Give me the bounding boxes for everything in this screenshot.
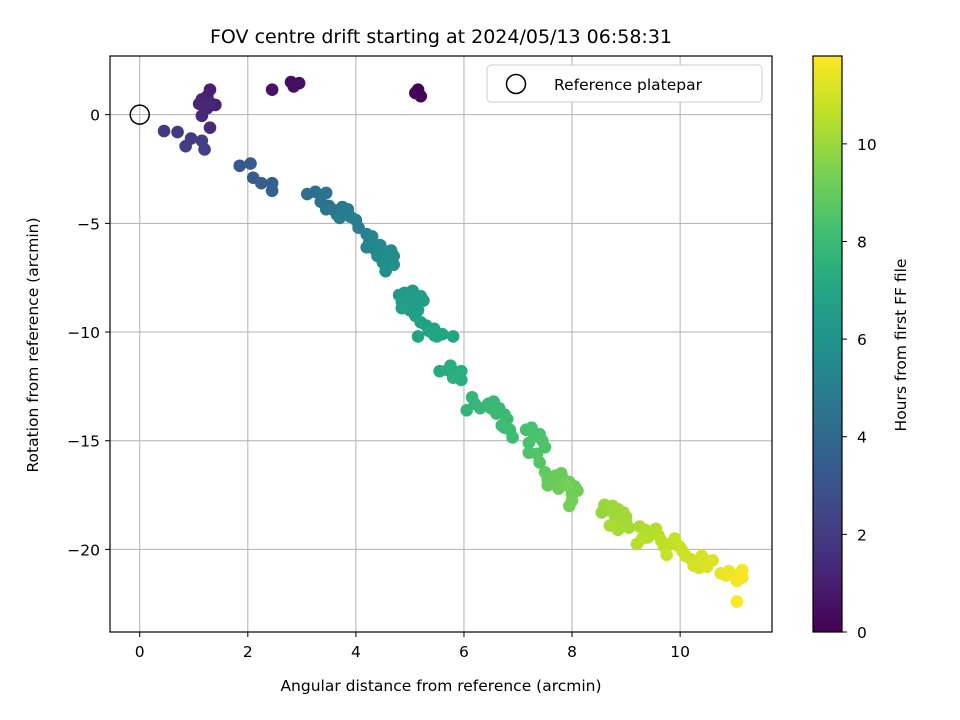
data-point bbox=[265, 184, 279, 198]
chart-title: FOV centre drift starting at 2024/05/13 … bbox=[210, 26, 672, 48]
data-point bbox=[563, 499, 576, 513]
colorbar-tick-label: 0 bbox=[857, 624, 867, 642]
data-point bbox=[255, 176, 268, 190]
data-point bbox=[430, 330, 444, 343]
x-axis-label: Angular distance from reference (arcmin) bbox=[280, 677, 601, 695]
colorbar-label: Hours from first FF file bbox=[892, 259, 910, 432]
y-tick-label: −5 bbox=[77, 215, 100, 233]
x-tick-label: 8 bbox=[567, 643, 577, 661]
data-point bbox=[533, 456, 546, 469]
y-tick-label: 0 bbox=[90, 107, 100, 125]
data-point bbox=[387, 249, 401, 263]
data-point bbox=[365, 230, 379, 243]
data-point bbox=[414, 89, 428, 103]
legend-reference-marker bbox=[505, 73, 527, 95]
data-point bbox=[630, 537, 644, 551]
data-point bbox=[233, 159, 246, 173]
data-point bbox=[660, 548, 673, 562]
data-point bbox=[700, 560, 714, 574]
data-point bbox=[379, 264, 392, 278]
data-point bbox=[179, 139, 192, 153]
x-tick-label: 2 bbox=[243, 643, 253, 661]
data-point bbox=[192, 97, 206, 111]
data-point bbox=[506, 431, 519, 444]
data-point bbox=[417, 294, 430, 307]
data-point bbox=[446, 371, 460, 384]
data-point bbox=[622, 521, 636, 534]
data-point bbox=[244, 157, 257, 170]
x-tick-label: 6 bbox=[459, 643, 469, 661]
legend-box bbox=[486, 64, 763, 103]
colorbar-tick-label: 2 bbox=[857, 526, 867, 544]
data-point bbox=[571, 484, 584, 498]
data-point bbox=[560, 478, 573, 492]
colorbar-tick-label: 8 bbox=[857, 233, 867, 251]
scatter-points bbox=[129, 75, 749, 608]
y-tick-label: −15 bbox=[67, 433, 100, 451]
data-point bbox=[319, 202, 333, 216]
data-point bbox=[333, 211, 346, 225]
colorbar-tick-label: 6 bbox=[857, 331, 867, 349]
y-tick-label: −20 bbox=[67, 541, 100, 559]
data-point bbox=[411, 330, 425, 343]
data-point bbox=[198, 143, 211, 156]
data-point bbox=[695, 549, 709, 563]
data-point bbox=[735, 563, 749, 577]
data-point bbox=[265, 83, 279, 96]
data-point bbox=[292, 76, 306, 90]
colorbar-tick-label: 10 bbox=[857, 136, 877, 154]
data-point bbox=[171, 125, 184, 139]
data-point bbox=[203, 121, 217, 135]
colorbar-tick-label: 4 bbox=[857, 429, 867, 447]
data-point bbox=[522, 436, 536, 450]
data-point bbox=[498, 421, 511, 434]
data-point bbox=[603, 519, 617, 532]
x-tick-label: 0 bbox=[135, 643, 145, 661]
axis-ticks: 0 2 4 6 8 10 0 −5 −10 −15 −20 bbox=[67, 107, 690, 661]
colorbar: 0 2 4 6 8 10 bbox=[812, 55, 877, 642]
x-tick-label: 4 bbox=[351, 643, 361, 661]
colorbar-gradient bbox=[812, 55, 843, 633]
y-tick-label: −10 bbox=[67, 324, 100, 342]
reference-platepar-marker bbox=[129, 104, 150, 125]
y-axis-label: Rotation from reference (arcmin) bbox=[24, 217, 42, 472]
legend: Reference platepar bbox=[486, 64, 763, 103]
data-point bbox=[157, 124, 171, 138]
plot-frame bbox=[109, 55, 773, 633]
legend-label-reference-platepar: Reference platepar bbox=[554, 76, 703, 94]
x-tick-label: 10 bbox=[670, 643, 690, 661]
data-point bbox=[203, 96, 217, 110]
data-point bbox=[446, 330, 460, 343]
data-point bbox=[195, 109, 209, 123]
data-point bbox=[730, 595, 744, 608]
data-point bbox=[309, 185, 322, 199]
